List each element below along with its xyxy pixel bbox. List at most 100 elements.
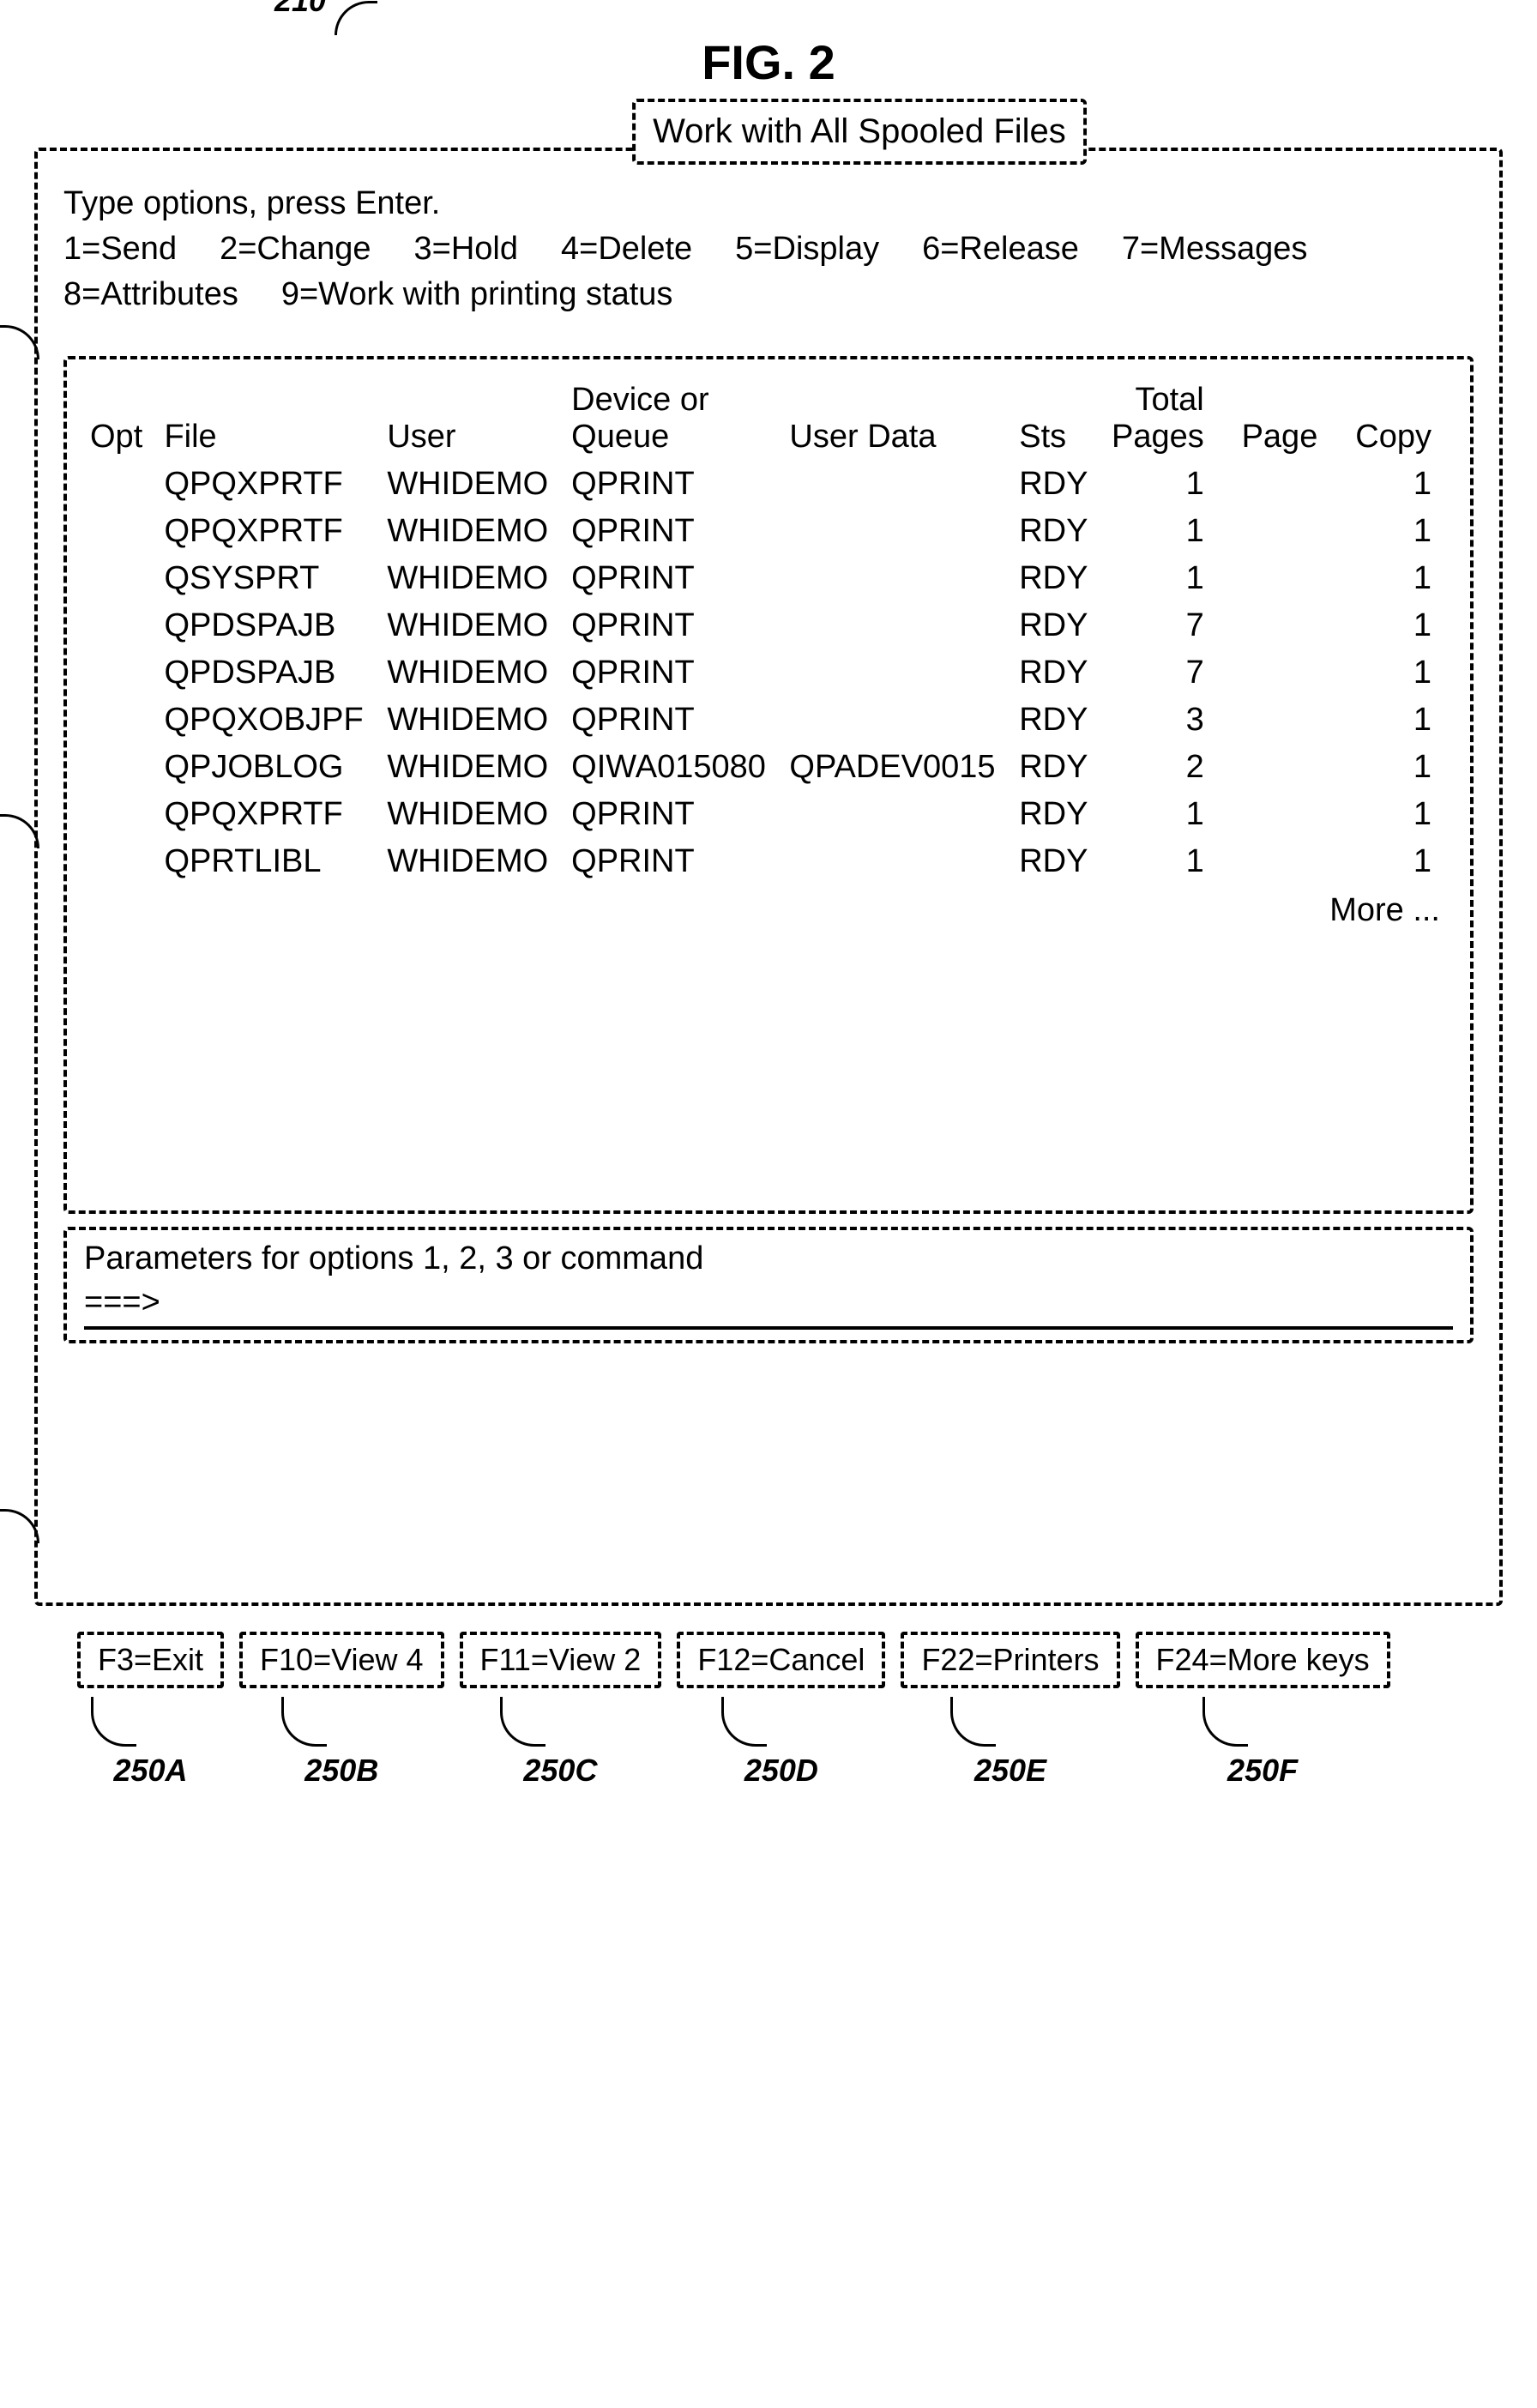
userdata-cell: QPADEV0015 — [779, 744, 1009, 791]
pages-cell: 7 — [1100, 602, 1230, 649]
file-cell: QPQXPRTF — [154, 461, 377, 508]
queue-cell: QPRINT — [561, 602, 779, 649]
userdata-cell — [779, 508, 1009, 555]
opt-cell[interactable] — [80, 555, 154, 602]
copy-cell: 1 — [1343, 744, 1457, 791]
opt-cell[interactable] — [80, 697, 154, 744]
instruction-text: Type options, press Enter. — [63, 185, 1474, 222]
callout-fkey: 250D — [744, 1753, 818, 1789]
status-cell: RDY — [1009, 602, 1100, 649]
callout-230: 230 — [0, 808, 39, 844]
column-header: TotalPages — [1100, 377, 1230, 461]
column-header: Opt — [80, 377, 154, 461]
column-header: Copy — [1343, 377, 1457, 461]
user-cell: WHIDEMO — [377, 744, 561, 791]
copy-cell: 1 — [1343, 791, 1457, 838]
opt-cell[interactable] — [80, 649, 154, 697]
copy-cell: 1 — [1343, 508, 1457, 555]
table-row: QPQXPRTFWHIDEMOQPRINTRDY11 — [80, 508, 1457, 555]
file-cell: QPQXOBJPF — [154, 697, 377, 744]
page-cell — [1230, 602, 1344, 649]
queue-cell: QPRINT — [561, 791, 779, 838]
function-key[interactable]: F24=More keys — [1136, 1632, 1390, 1688]
option-item[interactable]: 7=Messages — [1122, 231, 1308, 268]
page-cell — [1230, 838, 1344, 885]
queue-cell: QIWA015080 — [561, 744, 779, 791]
table-row: QPQXPRTFWHIDEMOQPRINTRDY11 — [80, 461, 1457, 508]
column-header: Sts — [1009, 377, 1100, 461]
callout-fkey: 250F — [1227, 1753, 1298, 1789]
status-cell: RDY — [1009, 461, 1100, 508]
pages-cell: 3 — [1100, 697, 1230, 744]
more-indicator: More ... — [80, 892, 1457, 929]
opt-cell[interactable] — [80, 602, 154, 649]
user-cell: WHIDEMO — [377, 461, 561, 508]
status-cell: RDY — [1009, 697, 1100, 744]
figure-label: FIG. 2 — [34, 34, 1503, 90]
pages-cell: 1 — [1100, 461, 1230, 508]
pages-cell: 2 — [1100, 744, 1230, 791]
option-item[interactable]: 6=Release — [922, 231, 1079, 268]
function-key[interactable]: F10=View 4 — [239, 1632, 443, 1688]
queue-cell: QPRINT — [561, 508, 779, 555]
page-cell — [1230, 649, 1344, 697]
spooled-files-table: OptFileUserDevice orQueueUser DataStsTot… — [80, 377, 1457, 885]
status-cell: RDY — [1009, 791, 1100, 838]
option-item[interactable]: 2=Change — [220, 231, 371, 268]
page-cell — [1230, 461, 1344, 508]
parameters-label: Parameters for options 1, 2, 3 or comman… — [84, 1240, 1453, 1277]
queue-cell: QPRINT — [561, 555, 779, 602]
page-cell — [1230, 508, 1344, 555]
title-box: Work with All Spooled Files — [632, 99, 1087, 165]
opt-cell[interactable] — [80, 461, 154, 508]
pages-cell: 1 — [1100, 508, 1230, 555]
copy-cell: 1 — [1343, 838, 1457, 885]
table-row: QPRTLIBLWHIDEMOQPRINTRDY11 — [80, 838, 1457, 885]
table-row: QPDSPAJBWHIDEMOQPRINTRDY71 — [80, 602, 1457, 649]
callout-240: 240 — [0, 1503, 39, 1539]
function-key[interactable]: F11=View 2 — [460, 1632, 662, 1688]
userdata-cell — [779, 602, 1009, 649]
option-item[interactable]: 8=Attributes — [63, 276, 238, 313]
queue-cell: QPRINT — [561, 649, 779, 697]
table-row: QSYSPRTWHIDEMOQPRINTRDY11 — [80, 555, 1457, 602]
function-key[interactable]: F22=Printers — [901, 1632, 1119, 1688]
column-header: User — [377, 377, 561, 461]
command-input[interactable]: ===> — [84, 1284, 1453, 1330]
userdata-cell — [779, 697, 1009, 744]
main-panel: Type options, press Enter. 1=Send 2=Chang… — [34, 148, 1503, 1606]
opt-cell[interactable] — [80, 791, 154, 838]
file-cell: QPQXPRTF — [154, 791, 377, 838]
spooled-files-table-box: OptFileUserDevice orQueueUser DataStsTot… — [63, 356, 1474, 1214]
userdata-cell — [779, 461, 1009, 508]
opt-cell[interactable] — [80, 508, 154, 555]
callout-fkey: 250C — [523, 1753, 597, 1789]
status-cell: RDY — [1009, 555, 1100, 602]
page-cell — [1230, 697, 1344, 744]
copy-cell: 1 — [1343, 649, 1457, 697]
option-item[interactable]: 3=Hold — [414, 231, 518, 268]
option-item[interactable]: 9=Work with printing status — [281, 276, 673, 313]
file-cell: QSYSPRT — [154, 555, 377, 602]
copy-cell: 1 — [1343, 602, 1457, 649]
table-row: QPDSPAJBWHIDEMOQPRINTRDY71 — [80, 649, 1457, 697]
option-item[interactable]: 4=Delete — [561, 231, 692, 268]
opt-cell[interactable] — [80, 744, 154, 791]
option-item[interactable]: 1=Send — [63, 231, 177, 268]
file-cell: QPJOBLOG — [154, 744, 377, 791]
option-item[interactable]: 5=Display — [735, 231, 879, 268]
column-header: File — [154, 377, 377, 461]
page-cell — [1230, 744, 1344, 791]
callout-fkey: 250B — [304, 1753, 378, 1789]
status-cell: RDY — [1009, 649, 1100, 697]
opt-cell[interactable] — [80, 838, 154, 885]
pages-cell: 1 — [1100, 838, 1230, 885]
function-key[interactable]: F12=Cancel — [677, 1632, 885, 1688]
column-header: Device orQueue — [561, 377, 779, 461]
status-cell: RDY — [1009, 838, 1100, 885]
user-cell: WHIDEMO — [377, 838, 561, 885]
pages-cell: 7 — [1100, 649, 1230, 697]
function-key[interactable]: F3=Exit — [77, 1632, 224, 1688]
user-cell: WHIDEMO — [377, 791, 561, 838]
queue-cell: QPRINT — [561, 461, 779, 508]
